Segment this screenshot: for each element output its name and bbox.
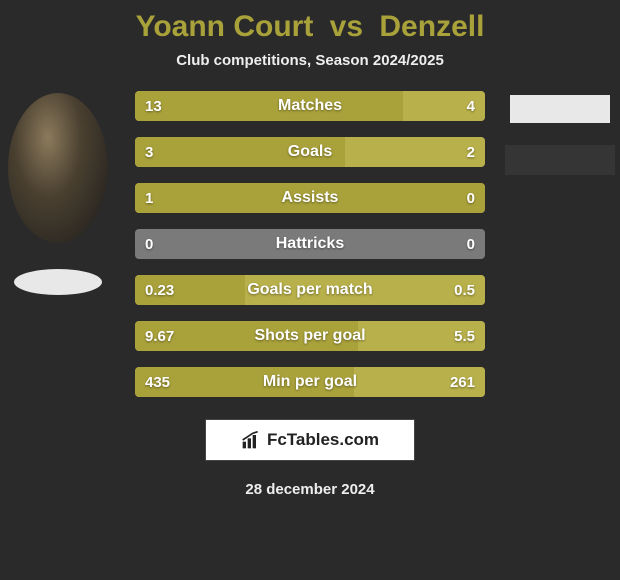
stat-row: Assists1 0 (135, 183, 485, 213)
stat-row: Shots per goal9.67 5.5 (135, 321, 485, 351)
player1-avatar-block (8, 93, 108, 295)
vs-text: vs (330, 10, 363, 43)
brand-badge: FcTables.com (205, 419, 415, 461)
stat-value-right: 0 (467, 183, 475, 213)
chart-icon (241, 430, 261, 450)
stat-value-left: 0 (145, 229, 153, 259)
stat-label: Goals per match (135, 275, 485, 305)
brand-text: FcTables.com (267, 430, 379, 450)
player1-club-logo (14, 269, 102, 295)
stat-label: Assists (135, 183, 485, 213)
player2-badge-1 (510, 95, 610, 123)
player2-badge-2 (505, 145, 615, 175)
stat-label: Goals (135, 137, 485, 167)
stat-value-right: 5.5 (454, 321, 475, 351)
stat-value-left: 3 (145, 137, 153, 167)
footer-date: 28 december 2024 (0, 481, 620, 498)
stat-value-left: 0.23 (145, 275, 174, 305)
stat-label: Matches (135, 91, 485, 121)
stat-value-right: 0.5 (454, 275, 475, 305)
subtitle: Club competitions, Season 2024/2025 (0, 52, 620, 69)
stat-row: Matches13 4 (135, 91, 485, 121)
stat-label: Shots per goal (135, 321, 485, 351)
stat-value-left: 13 (145, 91, 162, 121)
stat-row: Min per goal435 261 (135, 367, 485, 397)
stat-value-right: 261 (450, 367, 475, 397)
player2-name: Denzell (379, 10, 484, 43)
comparison-infographic: Yoann Court vs Denzell Club competitions… (0, 0, 620, 580)
player1-avatar (8, 93, 108, 243)
stat-label: Min per goal (135, 367, 485, 397)
stat-value-left: 435 (145, 367, 170, 397)
stat-bars: Matches134Goals32Assists10Hattricks00Goa… (135, 91, 485, 397)
player1-name: Yoann Court (136, 10, 314, 43)
stat-value-right: 2 (467, 137, 475, 167)
content-area: Matches134Goals32Assists10Hattricks00Goa… (0, 91, 620, 397)
stat-row: Goals per match0.23 0.5 (135, 275, 485, 305)
stat-value-right: 4 (467, 91, 475, 121)
stat-value-right: 0 (467, 229, 475, 259)
page-title: Yoann Court vs Denzell (0, 10, 620, 44)
stat-row: Goals3 2 (135, 137, 485, 167)
stat-row: Hattricks0 0 (135, 229, 485, 259)
stat-label: Hattricks (135, 229, 485, 259)
stat-value-left: 1 (145, 183, 153, 213)
stat-value-left: 9.67 (145, 321, 174, 351)
